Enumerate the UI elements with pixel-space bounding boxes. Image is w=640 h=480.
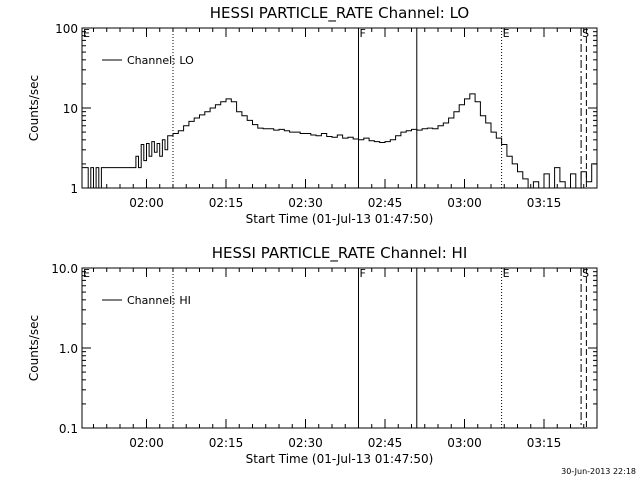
series-line <box>82 93 598 189</box>
y-axis-label: Counts/sec <box>27 75 41 141</box>
flag-label: E <box>83 27 90 40</box>
x-tick-label: 02:15 <box>209 196 244 210</box>
y-tick-label: 10 <box>63 102 78 116</box>
x-tick-label: 02:45 <box>368 436 403 450</box>
legend-label: Channel: HI <box>127 294 191 307</box>
chart-panel-hi: HESSI PARTICLE_RATE Channel: HI 02:00 02:1… <box>27 244 598 466</box>
plot-timestamp: 30-Jun-2013 22:18 <box>561 467 636 476</box>
x-axis-label: Start Time (01-Jul-13 01:47:50) <box>246 452 434 466</box>
y-tick-label: 1 <box>70 182 78 196</box>
flag-label: S <box>582 267 589 280</box>
chart-title: HESSI PARTICLE_RATE Channel: HI <box>212 244 468 263</box>
y-tick-label: 10.0 <box>51 262 78 276</box>
y-tick-label: 0.1 <box>59 422 78 436</box>
flag-label: E <box>83 267 90 280</box>
x-tick-label: 03:00 <box>447 196 482 210</box>
x-tick-label: 02:30 <box>288 436 323 450</box>
legend-label: Channel: LO <box>127 54 194 67</box>
chart-title: HESSI PARTICLE_RATE Channel: LO <box>210 4 469 23</box>
flag-label: S <box>582 27 589 40</box>
x-axis-label: Start Time (01-Jul-13 01:47:50) <box>246 212 434 226</box>
y-tick-label: 1.0 <box>59 342 78 356</box>
plot-frame <box>81 267 598 429</box>
chart-panel-lo: HESSI PARTICLE_RATE Channel: LO 02:00 02:1… <box>27 4 598 226</box>
x-tick-label: 02:00 <box>129 436 164 450</box>
x-tick-label: 02:00 <box>129 196 164 210</box>
x-tick-label: 03:15 <box>527 196 562 210</box>
x-tick-label: 03:15 <box>527 436 562 450</box>
plot-frame <box>81 27 598 189</box>
flag-label: F <box>359 267 365 280</box>
flag-label: E <box>503 27 510 40</box>
y-axis-label: Counts/sec <box>27 315 41 381</box>
flag-label: E <box>503 267 510 280</box>
x-tick-label: 02:30 <box>288 196 323 210</box>
flag-label: F <box>359 27 365 40</box>
x-tick-label: 03:00 <box>447 436 482 450</box>
x-tick-label: 02:45 <box>368 196 403 210</box>
y-tick-label: 100 <box>55 22 78 36</box>
x-tick-label: 02:15 <box>209 436 244 450</box>
